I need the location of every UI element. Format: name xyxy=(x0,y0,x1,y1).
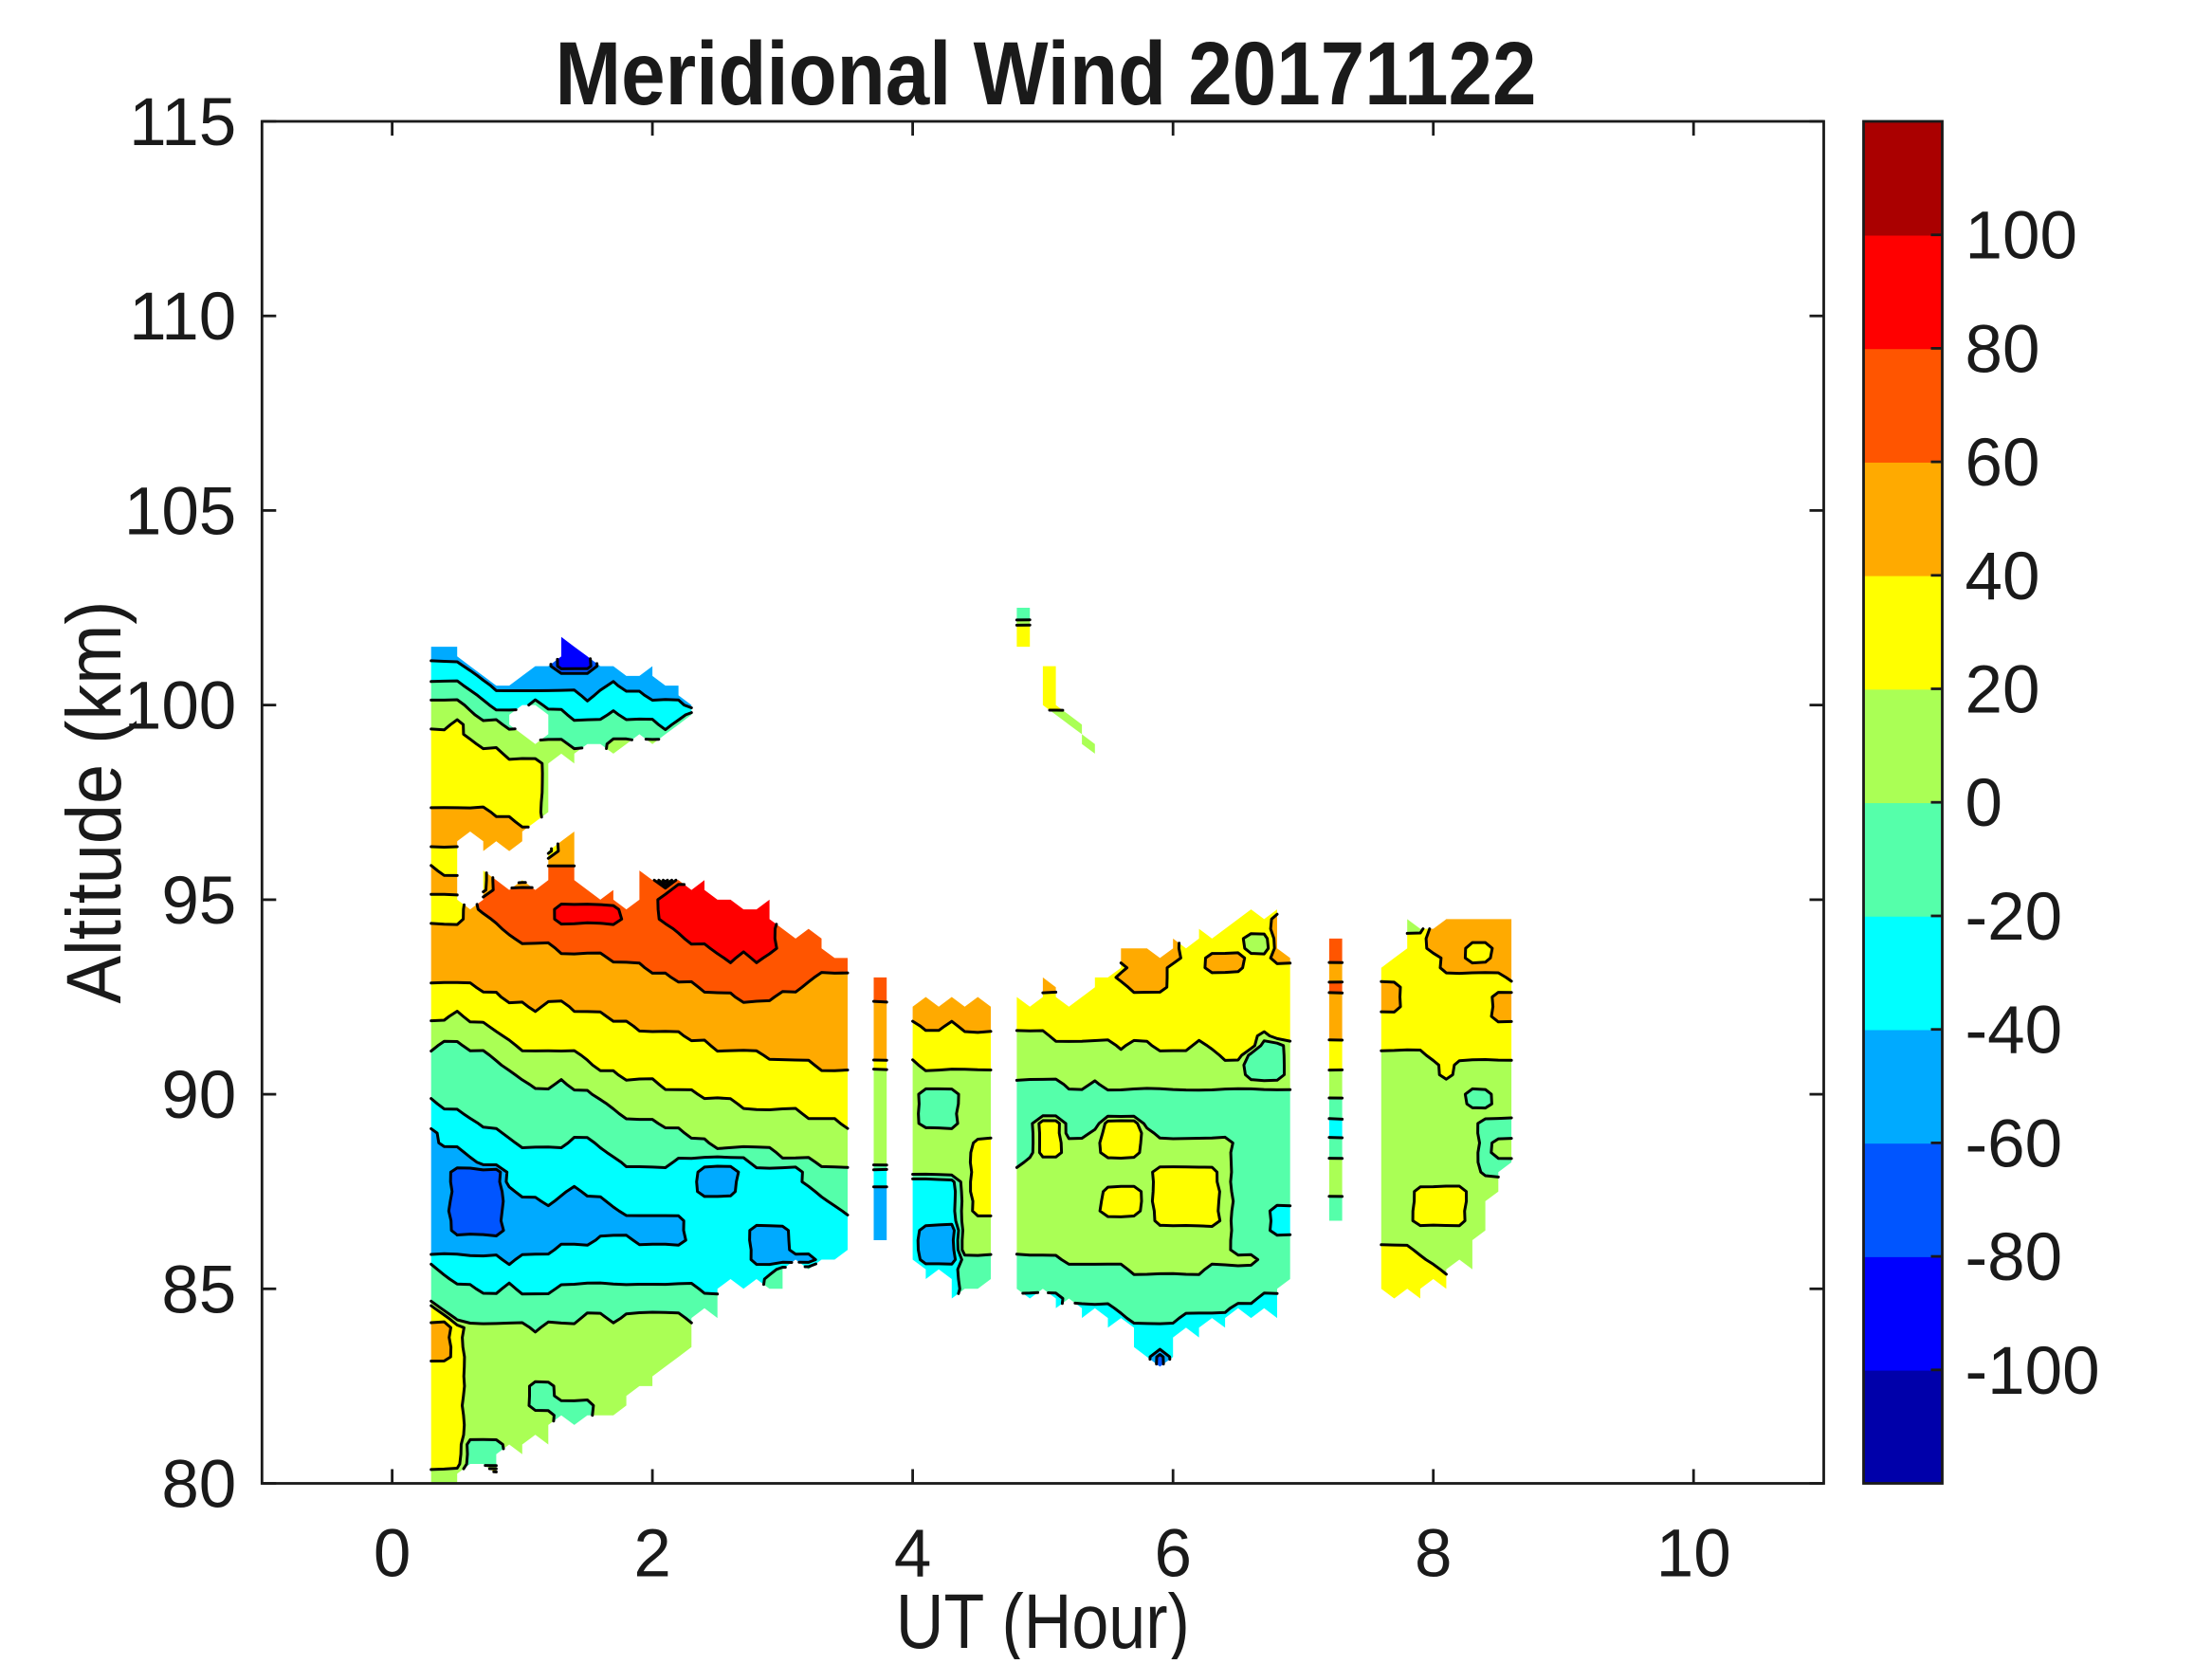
svg-text:40: 40 xyxy=(1965,539,2040,614)
svg-text:-80: -80 xyxy=(1965,1220,2063,1295)
svg-text:Altitude (km): Altitude (km) xyxy=(51,601,137,1004)
svg-text:4: 4 xyxy=(894,1517,932,1592)
svg-text:-40: -40 xyxy=(1965,994,2063,1069)
svg-text:110: 110 xyxy=(129,280,236,355)
svg-text:90: 90 xyxy=(161,1058,236,1133)
svg-text:2: 2 xyxy=(633,1517,671,1592)
svg-text:95: 95 xyxy=(161,864,236,939)
svg-text:105: 105 xyxy=(124,474,236,549)
svg-text:100: 100 xyxy=(1965,199,2077,274)
svg-text:6: 6 xyxy=(1154,1517,1192,1592)
svg-text:10: 10 xyxy=(1656,1517,1731,1592)
svg-text:UT (Hour): UT (Hour) xyxy=(896,1579,1190,1659)
svg-text:-20: -20 xyxy=(1965,880,2063,955)
svg-text:-100: -100 xyxy=(1965,1334,2100,1409)
svg-text:100: 100 xyxy=(124,669,236,744)
svg-text:20: 20 xyxy=(1965,653,2040,728)
svg-text:0: 0 xyxy=(1965,766,2003,841)
svg-text:8: 8 xyxy=(1415,1517,1453,1592)
svg-text:115: 115 xyxy=(129,85,236,160)
svg-text:0: 0 xyxy=(374,1517,411,1592)
svg-text:80: 80 xyxy=(161,1448,236,1523)
svg-text:85: 85 xyxy=(161,1253,236,1327)
svg-text:Meridional Wind 20171122: Meridional Wind 20171122 xyxy=(556,24,1537,124)
svg-text:60: 60 xyxy=(1965,426,2040,501)
svg-text:-60: -60 xyxy=(1965,1106,2063,1181)
svg-text:80: 80 xyxy=(1965,312,2040,387)
